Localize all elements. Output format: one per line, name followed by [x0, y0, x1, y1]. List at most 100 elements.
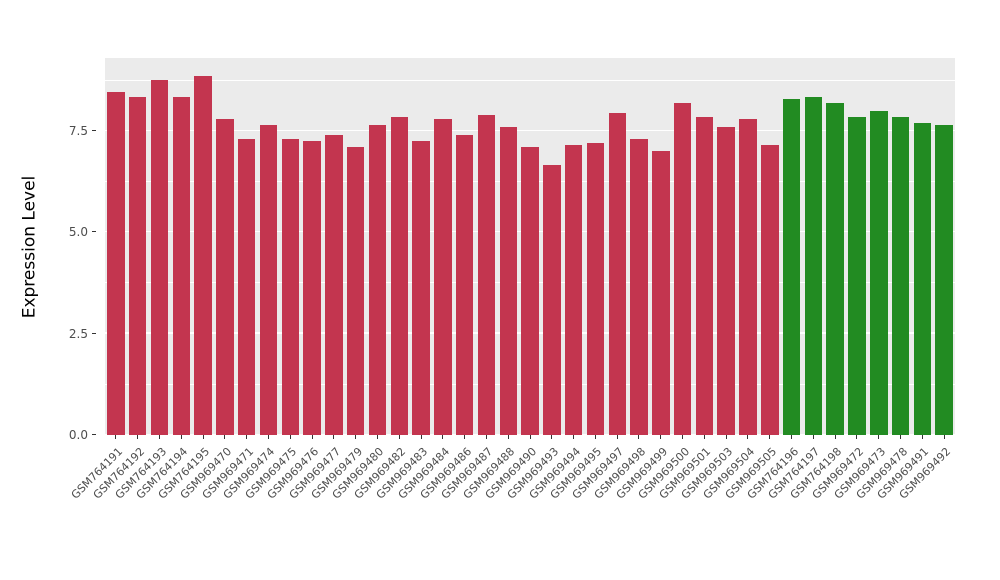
bar-GSM969488	[499, 126, 517, 435]
bar-slot	[432, 58, 454, 435]
bar-slot	[846, 58, 868, 435]
y-tick-mark	[92, 434, 96, 435]
x-tick-mark	[900, 435, 901, 439]
x-tick-mark	[791, 435, 793, 439]
y-tick-label: 2.5	[68, 326, 88, 341]
x-tick-mark	[921, 435, 923, 439]
x-tick-mark	[115, 435, 117, 439]
bar-GSM969491	[913, 122, 932, 435]
bar-slot	[497, 58, 519, 435]
x-tick-mark	[464, 435, 466, 439]
bar-slot	[541, 58, 563, 435]
bar-GSM764198	[826, 102, 844, 435]
x-tick-mark	[573, 435, 575, 439]
x-tick-mark	[551, 435, 553, 439]
bar-GSM969479	[346, 147, 365, 435]
x-tick-mark	[246, 435, 248, 439]
bar-GSM764194	[172, 96, 190, 435]
bar-GSM969478	[891, 116, 910, 435]
x-tick-mark	[616, 435, 618, 439]
y-tick-mark	[92, 332, 96, 334]
y-tick-label: 0.0	[68, 428, 88, 442]
bar-slot	[454, 58, 476, 435]
bar-GSM969501	[695, 116, 714, 435]
y-tick-mark	[92, 231, 96, 233]
x-tick-mark	[856, 435, 858, 439]
bar-GSM969505	[761, 145, 779, 435]
bar-GSM969486	[455, 135, 474, 435]
bar-GSM764193	[150, 80, 169, 435]
x-tick-mark	[202, 435, 204, 439]
bar-GSM969494	[564, 145, 583, 435]
bar-slot	[737, 58, 759, 435]
x-tick-mark	[355, 435, 357, 439]
y-axis-title-text: Expression Level	[19, 175, 39, 318]
bar-GSM764191	[107, 92, 125, 435]
bar-GSM969497	[608, 112, 626, 435]
x-tick-mark	[529, 435, 531, 439]
gridline-major	[105, 129, 955, 131]
bar-slot	[192, 58, 214, 435]
x-tick-mark	[638, 435, 640, 439]
x-tick-mark	[311, 435, 313, 439]
bar-GSM969498	[630, 139, 648, 435]
bar-slot	[127, 58, 149, 435]
y-tick-label: 7.5	[68, 123, 88, 138]
x-tick-mark	[333, 435, 335, 439]
bar-GSM969504	[739, 118, 757, 435]
x-tick-mark	[682, 435, 684, 439]
x-tick-mark	[943, 435, 945, 439]
bar-GSM969471	[237, 139, 256, 435]
bar-slot	[149, 58, 171, 435]
bar-slot	[781, 58, 803, 435]
bar-slot	[476, 58, 498, 435]
bar-slot	[824, 58, 846, 435]
x-tick-mark	[267, 435, 269, 439]
bar-GSM969484	[434, 118, 452, 435]
bar-slot	[258, 58, 280, 435]
bar-GSM764195	[194, 76, 212, 435]
bar-slot	[367, 58, 389, 435]
x-tick-mark	[878, 435, 880, 439]
x-tick-mark	[420, 435, 422, 439]
bar-GSM969475	[281, 139, 299, 435]
bar-GSM764192	[128, 96, 147, 435]
bar-GSM969480	[368, 124, 387, 435]
bar-slot	[410, 58, 432, 435]
bar-GSM969483	[412, 141, 430, 435]
bar-GSM969499	[652, 151, 670, 435]
bar-slot	[105, 58, 127, 435]
bar-GSM764196	[782, 98, 801, 435]
y-axis-title: Expression Level	[14, 58, 44, 435]
bar-GSM969490	[521, 147, 539, 435]
x-tick-mark	[376, 435, 378, 439]
bar-slot	[170, 58, 192, 435]
y-tick-label: 5.0	[68, 225, 88, 240]
bar-GSM969503	[717, 126, 735, 435]
x-tick-mark	[747, 435, 749, 439]
bar-slot	[911, 58, 933, 435]
bar-slot	[650, 58, 672, 435]
x-tick-mark	[398, 435, 400, 439]
bar-GSM969470	[216, 118, 234, 435]
x-tick-mark	[485, 435, 487, 439]
bar-GSM969482	[390, 116, 408, 435]
gridline-minor	[105, 79, 955, 81]
x-tick-mark	[834, 435, 836, 439]
bar-slot	[585, 58, 607, 435]
bar-GSM969487	[477, 114, 496, 435]
bar-slot	[279, 58, 301, 435]
bars-container	[105, 58, 955, 435]
bar-slot	[715, 58, 737, 435]
bar-GSM764197	[804, 96, 823, 435]
bar-slot	[606, 58, 628, 435]
x-tick-mark	[224, 435, 226, 439]
bar-slot	[236, 58, 258, 435]
bar-slot	[214, 58, 236, 435]
bar-slot	[563, 58, 585, 435]
x-tick-mark	[442, 435, 444, 439]
x-tick-mark	[507, 435, 509, 439]
bar-GSM969472	[848, 116, 866, 435]
x-tick-mark	[180, 435, 182, 439]
